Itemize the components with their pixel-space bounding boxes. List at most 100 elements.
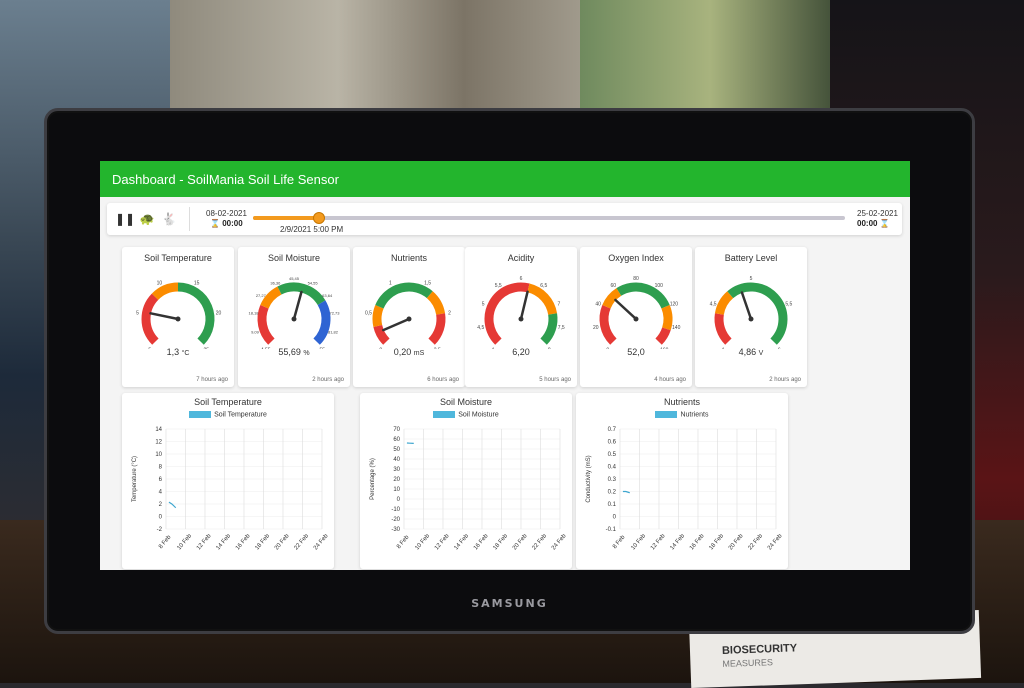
rabbit-icon[interactable]: 🐇 [159,209,179,229]
gauge-tick-label: 4,5 [710,301,717,307]
gauge-needle [151,313,178,319]
gauge-tick-label: 54,55 [308,280,319,285]
gauge-title: Soil Temperature [122,253,234,263]
x-tick-label: 8 Feb [612,534,627,550]
y-tick-label: 70 [393,427,400,433]
x-tick-label: 10 Feb [176,533,193,552]
x-tick-label: 16 Feb [235,533,252,552]
gauge-needle [521,292,528,319]
y-tick-label: -10 [391,507,400,513]
x-tick-label: 14 Feb [215,533,232,552]
y-tick-label: -20 [391,517,400,523]
gauge-tick-label: 6 [520,276,523,282]
y-tick-label: 0.1 [608,502,617,508]
gauge-band [430,295,441,314]
y-tick-label: 0.3 [608,477,617,483]
chart-legend[interactable]: Nutrients [576,411,788,418]
gauge-title: Oxygen Index [580,253,692,263]
chart-title: Soil Temperature [122,397,334,407]
gauge-dial: 204060801001201400160 [586,269,686,349]
gauge-card: Soil Temperature51015205251,3 °C7 hours … [122,247,234,387]
gauge-needle [294,292,301,319]
gauge-band [146,297,155,342]
flyer-title: BIOSECURITY [722,642,798,657]
gauge-tick-label: 5,5 [495,283,502,289]
timeline-end-date: 25-02-2021 [857,209,898,218]
legend-label: Soil Moisture [458,411,498,418]
gauge-hub [749,317,754,322]
timeline-slider-handle[interactable] [313,212,325,224]
gauge-tick-label: 72,73 [329,311,340,316]
gauge-tick-label: 5 [482,301,485,307]
gauge-needle [615,300,636,319]
gauge-last-updated: 2 hours ago [312,377,344,383]
gauge-tick-label: 140 [672,325,681,331]
turtle-icon[interactable]: 🐢 [137,209,157,229]
gauge-card: Oxygen Index20406080100120140016052,0 4 … [580,247,692,387]
timeline-slider[interactable] [253,216,845,220]
pause-icon[interactable]: ❚❚ [115,209,135,229]
x-tick-label: 18 Feb [708,533,725,552]
gauge-band [659,329,667,342]
gauge-tick-label: 60 [610,283,616,289]
legend-label: Soil Temperature [214,411,267,418]
gauge-tick-label: 18,18 [248,311,259,316]
x-tick-label: 22 Feb [747,533,764,552]
gauge-band [377,307,379,326]
x-tick-label: 20 Feb [728,533,745,552]
gauge-dial: 4,555,546 [701,269,801,349]
gauge-band [606,292,618,307]
chart-legend[interactable]: Soil Moisture [360,411,572,418]
gauge-tick-label: 2 [448,311,451,317]
gauge-unit: V [759,350,764,357]
gauge-tick-label: 1 [389,280,392,286]
x-tick-label: 8 Feb [396,534,411,550]
gauge-dial: 0,511,5202,5 [359,269,459,349]
gauge-tick-label: 0,5 [365,311,372,317]
y-axis-label: Percentage (%) [370,458,376,500]
x-tick-label: 24 Feb [767,533,784,552]
gauge-tick-label: 63,64 [322,293,333,298]
y-tick-label: 0.2 [608,490,617,496]
y-tick-label: 8 [159,465,163,471]
gauge-unit: % [303,350,309,357]
x-tick-label: 14 Feb [453,533,470,552]
dashboard-screen: Dashboard - SoilMania Soil Life Sensor ❚… [100,161,910,570]
timeline-slider-fill [253,216,318,220]
x-tick-label: 10 Feb [630,533,647,552]
gauge-tick-label: 7 [557,301,560,307]
gauge-tick-label: 10 [157,280,163,286]
gauge-hub [519,317,524,322]
gauge-hub [407,317,412,322]
gauge-value: 52,0 [580,347,692,357]
timeline-current: 2/9/2021 5:00 PM [280,225,343,234]
y-tick-label: 0.7 [608,427,617,433]
x-tick-label: 16 Feb [689,533,706,552]
gauge-tick-label: 80 [633,276,639,282]
gauge-tick-label: 36,36 [270,280,281,285]
legend-swatch [189,411,211,418]
gauge-tick-label: 120 [670,301,679,307]
background-photo [580,0,840,120]
gauge-tick-label: 5 [750,276,753,282]
y-axis-label: Conductivity (mS) [586,455,592,502]
y-tick-label: 30 [393,467,400,473]
gauge-band [730,287,783,342]
chart-legend[interactable]: Soil Temperature [122,411,334,418]
gauge-tick-label: 7,5 [558,325,565,331]
gauge-tick-label: 5,5 [785,301,792,307]
x-tick-label: 22 Feb [293,533,310,552]
gauge-hub [176,317,181,322]
gauge-band [528,288,552,314]
legend-swatch [655,411,677,418]
gauge-tick-label: 5 [136,311,139,317]
gauge-band [544,314,553,342]
app-bar: Dashboard - SoilMania Soil Life Sensor [100,161,910,197]
gauge-band [178,287,210,342]
gauge-tick-label: 20 [216,311,222,317]
x-tick-label: 12 Feb [196,533,213,552]
gauge-band [264,290,279,306]
